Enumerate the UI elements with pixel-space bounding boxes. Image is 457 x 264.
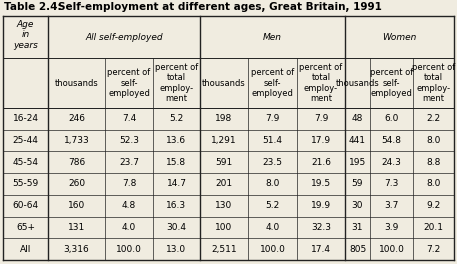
Text: percent of
self-
employed: percent of self- employed [251,68,294,98]
Text: 8.0: 8.0 [426,180,441,188]
Text: 100.0: 100.0 [116,245,142,254]
Text: 3,316: 3,316 [64,245,90,254]
Text: 201: 201 [215,180,233,188]
Text: 16-24: 16-24 [12,114,38,123]
Text: 2.2: 2.2 [426,114,441,123]
Text: thousands: thousands [55,78,98,87]
Text: 30: 30 [352,201,363,210]
Text: 14.7: 14.7 [166,180,186,188]
Text: 2,511: 2,511 [211,245,237,254]
Text: 260: 260 [68,180,85,188]
Text: 51.4: 51.4 [262,136,282,145]
Text: 805: 805 [349,245,366,254]
Text: 6.0: 6.0 [384,114,399,123]
Text: 21.6: 21.6 [311,158,331,167]
Text: 4.0: 4.0 [266,223,280,232]
Text: percent of
total
employ-
ment: percent of total employ- ment [412,63,455,103]
Text: 131: 131 [68,223,85,232]
Text: 9.2: 9.2 [426,201,441,210]
Text: 7.8: 7.8 [122,180,136,188]
Text: 30.4: 30.4 [166,223,186,232]
Text: 7.2: 7.2 [426,245,441,254]
Text: 16.3: 16.3 [166,201,186,210]
Text: 100.0: 100.0 [378,245,404,254]
Text: 7.4: 7.4 [122,114,136,123]
Text: percent of
self-
employed: percent of self- employed [370,68,413,98]
Text: 23.5: 23.5 [262,158,282,167]
Text: 54.8: 54.8 [382,136,402,145]
Text: 3.7: 3.7 [384,201,399,210]
Text: 8.8: 8.8 [426,158,441,167]
Text: 7.3: 7.3 [384,180,399,188]
Text: 31: 31 [352,223,363,232]
Text: All self-employed: All self-employed [85,32,163,41]
Text: 4.8: 4.8 [122,201,136,210]
Text: 1,291: 1,291 [211,136,237,145]
Text: 4.0: 4.0 [122,223,136,232]
Text: 52.3: 52.3 [119,136,139,145]
Text: 20.1: 20.1 [424,223,443,232]
Text: Age
in
years: Age in years [13,20,38,50]
Text: 7.9: 7.9 [266,114,280,123]
Text: 8.0: 8.0 [426,136,441,145]
Text: 246: 246 [68,114,85,123]
Text: 591: 591 [215,158,233,167]
Text: 19.9: 19.9 [311,201,331,210]
Text: 19.5: 19.5 [311,180,331,188]
Text: thousands: thousands [335,78,379,87]
Text: All: All [20,245,31,254]
Text: 17.9: 17.9 [311,136,331,145]
Text: 25-44: 25-44 [12,136,38,145]
Text: 55-59: 55-59 [12,180,39,188]
Text: percent of
total
employ-
ment: percent of total employ- ment [299,63,343,103]
Text: 13.6: 13.6 [166,136,186,145]
Text: 60-64: 60-64 [12,201,38,210]
Text: 24.3: 24.3 [382,158,401,167]
Text: percent of
self-
employed: percent of self- employed [107,68,151,98]
Text: 32.3: 32.3 [311,223,331,232]
Text: 59: 59 [352,180,363,188]
Text: Table 2.4:: Table 2.4: [4,2,62,12]
Text: 8.0: 8.0 [266,180,280,188]
Text: 160: 160 [68,201,85,210]
Text: 5.2: 5.2 [266,201,280,210]
Text: Men: Men [263,32,282,41]
Text: 786: 786 [68,158,85,167]
Text: 15.8: 15.8 [166,158,186,167]
Text: Women: Women [383,32,417,41]
Text: 100.0: 100.0 [260,245,286,254]
Text: 5.2: 5.2 [170,114,184,123]
Text: 100: 100 [215,223,233,232]
Text: 13.0: 13.0 [166,245,186,254]
Text: 3.9: 3.9 [384,223,399,232]
Text: Self-employment at different ages, Great Britain, 1991: Self-employment at different ages, Great… [58,2,382,12]
Text: 7.9: 7.9 [314,114,328,123]
Text: 17.4: 17.4 [311,245,331,254]
Text: 48: 48 [352,114,363,123]
Text: 130: 130 [215,201,233,210]
Text: 198: 198 [215,114,233,123]
Text: 65+: 65+ [16,223,35,232]
Text: 23.7: 23.7 [119,158,139,167]
Text: 195: 195 [349,158,366,167]
Text: percent of
total
employ-
ment: percent of total employ- ment [155,63,198,103]
Text: 45-54: 45-54 [12,158,38,167]
Text: 441: 441 [349,136,366,145]
Text: 1,733: 1,733 [64,136,90,145]
Text: thousands: thousands [202,78,246,87]
